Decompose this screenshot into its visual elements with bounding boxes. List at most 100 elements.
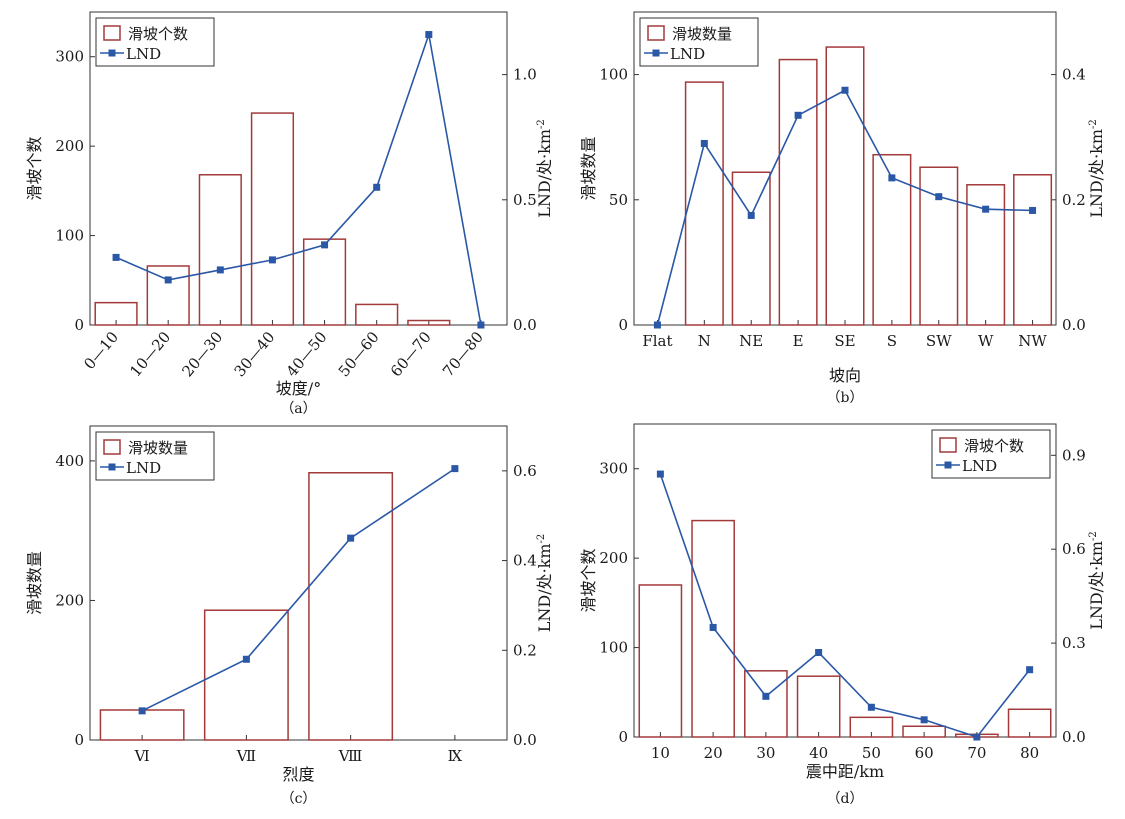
legend: 滑坡数量 LND (639, 17, 759, 67)
bar (203, 609, 289, 741)
bar (684, 81, 724, 326)
lnd-line (656, 89, 1033, 326)
y2-tick-label: 0.4 (513, 552, 537, 570)
lnd-point (242, 655, 250, 663)
x-axis-title: 坡向 (829, 366, 861, 385)
y-tick-label: 300 (55, 48, 84, 66)
lnd-point (747, 211, 755, 219)
chart-panel-d: 0 100 200 300 0.0 0.3 0.6 0.9 10 20 30 40 50 60 70 80 滑坡… (579, 423, 1106, 807)
lnd-point (1029, 206, 1037, 214)
legend-bar-swatch (103, 25, 121, 41)
y-tick-label: 300 (599, 460, 628, 478)
plot-frame (89, 11, 508, 326)
bar (355, 303, 399, 326)
x-tick-label: 40—50 (283, 328, 331, 380)
lnd-point (815, 648, 823, 656)
bar (919, 166, 959, 326)
y2-tick-label: 0.4 (1062, 66, 1086, 84)
x-tick-label: Ⅵ (134, 747, 150, 765)
legend-label-lnd: LND (962, 457, 997, 475)
x-tick-label: Ⅶ (236, 747, 256, 765)
legend-marker-swatch (108, 49, 116, 57)
chart-panel-c: 0 200 400 0.0 0.2 0.4 0.6 Ⅵ Ⅶ Ⅷ Ⅸ 滑坡数量 LND/处·km-2 烈度 （… (25, 425, 554, 807)
legend-label-bars: 滑坡个数 (128, 25, 188, 43)
legend: 滑坡个数 LND (95, 17, 215, 67)
y-tick-label: 100 (599, 639, 628, 657)
y2-axis-title: LND/处·km-2 (535, 119, 554, 218)
y2-tick-label: 0.0 (513, 731, 537, 749)
lnd-point (164, 276, 172, 284)
lnd-point (867, 703, 875, 711)
x-tick-label: 50—60 (335, 328, 383, 380)
y2-tick-label: 0.0 (513, 316, 537, 334)
x-tick-label: N (698, 332, 711, 350)
bar (250, 112, 295, 326)
x-tick-label: 80 (1020, 744, 1039, 762)
panel-caption: （b） (827, 390, 864, 406)
legend-label-bars: 滑坡数量 (128, 439, 188, 457)
y2-tick-label: 0.0 (1062, 728, 1086, 746)
panel-caption: （a） (280, 401, 316, 417)
bar (308, 472, 394, 741)
lnd-point (762, 692, 770, 700)
lnd-point (973, 733, 981, 741)
y-axis-title: 滑坡数量 (579, 136, 598, 200)
x-tick-label: 40 (809, 744, 828, 762)
bar (731, 171, 771, 326)
bar (966, 184, 1006, 326)
lnd-point (935, 193, 943, 201)
lnd-point (709, 623, 717, 631)
lnd-point (268, 256, 276, 264)
bar (198, 174, 242, 326)
x-tick-label: SE (834, 332, 855, 350)
x-tick-label: 60—70 (387, 328, 435, 380)
y-tick-label: 200 (599, 549, 628, 567)
x-tick-label: 20—30 (178, 328, 226, 380)
legend-marker-swatch (944, 461, 952, 469)
lnd-point (1026, 666, 1034, 674)
y2-tick-label: 1.0 (513, 66, 537, 84)
x-tick-label: NE (739, 332, 763, 350)
y-tick-label: 0 (74, 731, 84, 749)
y2-tick-label: 0.0 (1062, 316, 1086, 334)
lnd-line (115, 31, 482, 326)
lnd-line (141, 467, 456, 712)
x-tick-label: E (793, 332, 804, 350)
lnd-point (700, 139, 708, 147)
x-tick-label: 60 (915, 744, 934, 762)
lnd-point (347, 534, 355, 542)
chart-panel-a: 0 100 200 300 0.0 0.5 1.0 0—10 10—20 20—30 30—40 40… (25, 11, 554, 417)
y2-tick-label: 0.5 (513, 191, 537, 209)
bar (849, 716, 894, 738)
y2-axis-title-superscript: -2 (1088, 119, 1099, 129)
bar (902, 725, 946, 738)
x-tick-label: 0—10 (80, 328, 122, 373)
lnd-point (112, 253, 120, 261)
y2-tick-label: 0.2 (1062, 191, 1086, 209)
legend-label-lnd: LND (670, 45, 705, 63)
lnd-point (138, 707, 146, 715)
legend: 滑坡数量 LND (95, 431, 215, 481)
y-tick-label: 100 (55, 227, 84, 245)
lnd-point (841, 86, 849, 94)
y2-axis-title-superscript: -2 (536, 534, 547, 544)
lnd-point (425, 31, 433, 39)
x-tick-label: 30 (756, 744, 775, 762)
legend-marker-swatch (108, 463, 116, 471)
bar (94, 301, 138, 326)
y2-axis-title-main: LND/处·km (535, 543, 554, 632)
legend-label-bars: 滑坡数量 (672, 25, 732, 43)
plot-frame (89, 425, 508, 741)
x-axis-title: 震中距/km (806, 762, 884, 781)
x-axis-title: 坡度/° (276, 379, 321, 398)
x-tick-label: 70—80 (439, 328, 487, 380)
chart-panel-b: 0 50 100 0.0 0.2 0.4 Flat N NE E SE S SW W NW 滑坡数量 LND/处… (579, 11, 1106, 406)
bar (638, 584, 683, 738)
y2-tick-label: 0.6 (513, 462, 537, 480)
x-tick-label: S (887, 332, 897, 350)
lnd-point (656, 470, 664, 478)
x-tick-label: 20 (704, 744, 723, 762)
x-tick-label: 50 (862, 744, 881, 762)
x-tick-label: Ⅸ (448, 747, 463, 765)
legend-label-bars: 滑坡个数 (964, 437, 1024, 455)
